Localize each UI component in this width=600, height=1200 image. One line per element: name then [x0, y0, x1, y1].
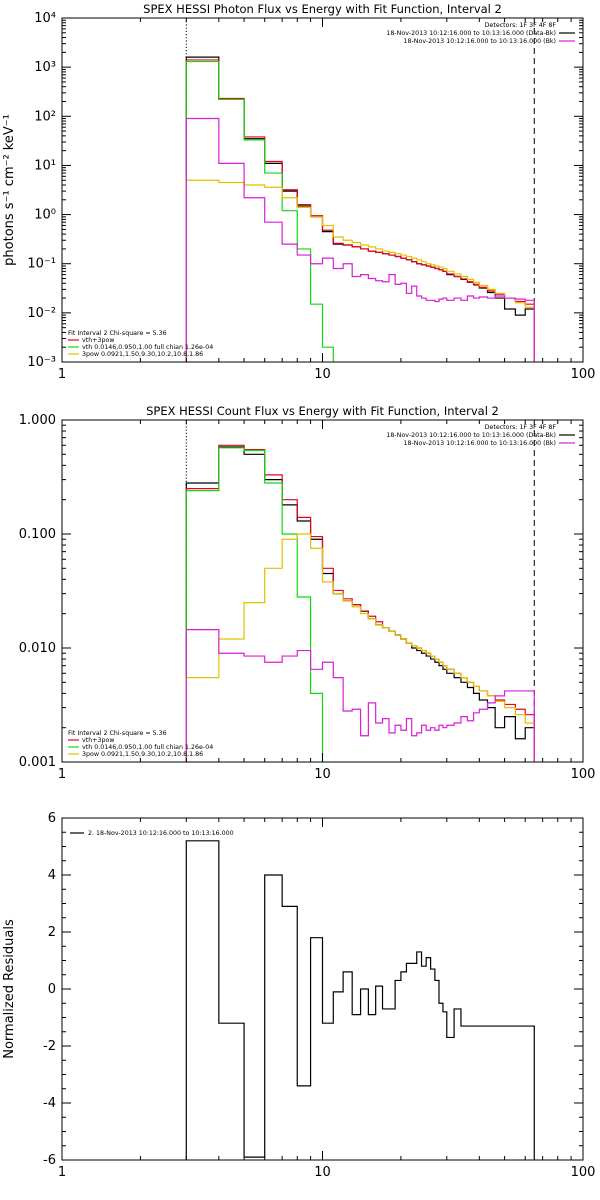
info-line: 18-Nov-2013 10:12:16.000 to 10:13:16.000…	[386, 30, 556, 37]
x-tick-label: 1	[58, 1165, 66, 1180]
y-tick-label: 10⁻¹	[27, 257, 56, 272]
data-series-group	[185, 840, 535, 1160]
legend-text: Fit Interval 2 Chi-square = 5.36	[68, 330, 167, 337]
series-line-5	[185, 629, 535, 762]
y-tick-label: 0.001	[19, 755, 56, 770]
data-series-group	[185, 444, 535, 762]
y-axis-label: Normalized Residuals	[2, 919, 17, 1059]
info-line: 18-Nov-2013 10:12:16.000 to 10:13:16.000…	[386, 432, 556, 439]
y-tick-label: 10⁰	[34, 208, 56, 223]
x-tick-label: 1	[58, 367, 66, 382]
legend-text: 3pow 0.0921,1.50,9.30,10.2,10.8,1.86	[82, 351, 203, 358]
y-tick-label: 1.000	[19, 413, 56, 428]
y-tick-label: 6	[48, 811, 56, 826]
chart-panel-1: SPEX HESSI Photon Flux vs Energy with Fi…	[2, 2, 595, 382]
y-tick-label: 0	[48, 982, 56, 997]
info-line: Detectors: 1F 3F 4F 8F	[485, 22, 557, 29]
legend-text: Fit Interval 2 Chi-square = 5.36	[68, 730, 167, 737]
chart-title: SPEX HESSI Photon Flux vs Energy with Fi…	[143, 2, 502, 16]
chart-title: SPEX HESSI Count Flux vs Energy with Fit…	[146, 404, 499, 418]
y-tick-label: 0.100	[19, 527, 56, 542]
y-tick-label: 4	[48, 868, 56, 883]
y-tick-label: 2	[48, 925, 56, 940]
series-line-1	[185, 840, 535, 1160]
series-line-4	[185, 533, 535, 762]
chart-panel-3: 1 10 100 -6 -4 -2 0 2 4 6 Normalized Residuals 2. 1…	[2, 811, 595, 1180]
x-tick-label: 10	[314, 367, 331, 382]
y-tick-label: 10³	[34, 60, 56, 75]
y-tick-label: 10²	[34, 109, 56, 124]
info-line: 18-Nov-2013 10:12:16.000 to 10:13:16.000…	[403, 440, 556, 447]
y-tick-label: -4	[43, 1096, 56, 1111]
y-tick-label: 0.010	[19, 641, 56, 656]
legend-text: vth 0.0146,0.950,1.00 full chian 1.26e-0…	[82, 344, 213, 351]
x-tick-label: 100	[571, 767, 596, 782]
legend-text: vth+3pow	[82, 737, 114, 744]
legend-text: 3pow 0.0921,1.50,9.30,10.2,10.8,1.86	[82, 751, 203, 758]
y-tick-label: -2	[43, 1039, 56, 1054]
y-tick-label: 10¹	[34, 158, 56, 173]
series-line-3	[185, 447, 535, 762]
chart-panel-2: SPEX HESSI Count Flux vs Energy with Fit…	[19, 404, 596, 782]
x-tick-label: 100	[571, 1165, 596, 1180]
series-line-5	[185, 117, 535, 362]
series-line-1	[185, 56, 535, 362]
legend-text: 2. 18-Nov-2013 10:12:16.000 to 10:13:16.…	[88, 830, 234, 837]
y-tick-label: 10⁻²	[27, 306, 56, 321]
series-line-2	[185, 59, 535, 362]
y-axis-label: photons s⁻¹ cm⁻² keV⁻¹	[2, 114, 17, 266]
x-tick-label: 10	[314, 1165, 331, 1180]
x-tick-label: 100	[571, 367, 596, 382]
legend-text: vth 0.0146,0.950,1.00 full chian 1.26e-0…	[82, 744, 213, 751]
legend-text: vth+3pow	[82, 337, 114, 344]
series-line-4	[185, 179, 535, 362]
x-tick-label: 10	[314, 767, 331, 782]
y-tick-label: 10⁻³	[27, 355, 56, 370]
y-tick-label: -6	[43, 1153, 56, 1168]
series-line-3	[185, 60, 535, 362]
y-tick-label: 10⁴	[34, 11, 56, 26]
info-line: Detectors: 1F 3F 4F 8F	[485, 424, 557, 431]
x-tick-label: 1	[58, 767, 66, 782]
info-line: 18-Nov-2013 10:12:16.000 to 10:13:16.000…	[403, 38, 556, 45]
data-series-group	[185, 56, 535, 362]
